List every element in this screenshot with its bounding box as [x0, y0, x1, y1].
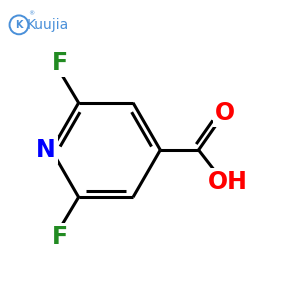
Text: K: K: [15, 20, 23, 30]
Text: Kuujia: Kuujia: [26, 18, 69, 32]
Text: ®: ®: [28, 11, 34, 16]
Text: F: F: [51, 51, 68, 75]
Text: N: N: [36, 138, 56, 162]
Text: F: F: [51, 225, 68, 249]
Text: OH: OH: [208, 170, 248, 194]
Text: O: O: [214, 101, 235, 125]
